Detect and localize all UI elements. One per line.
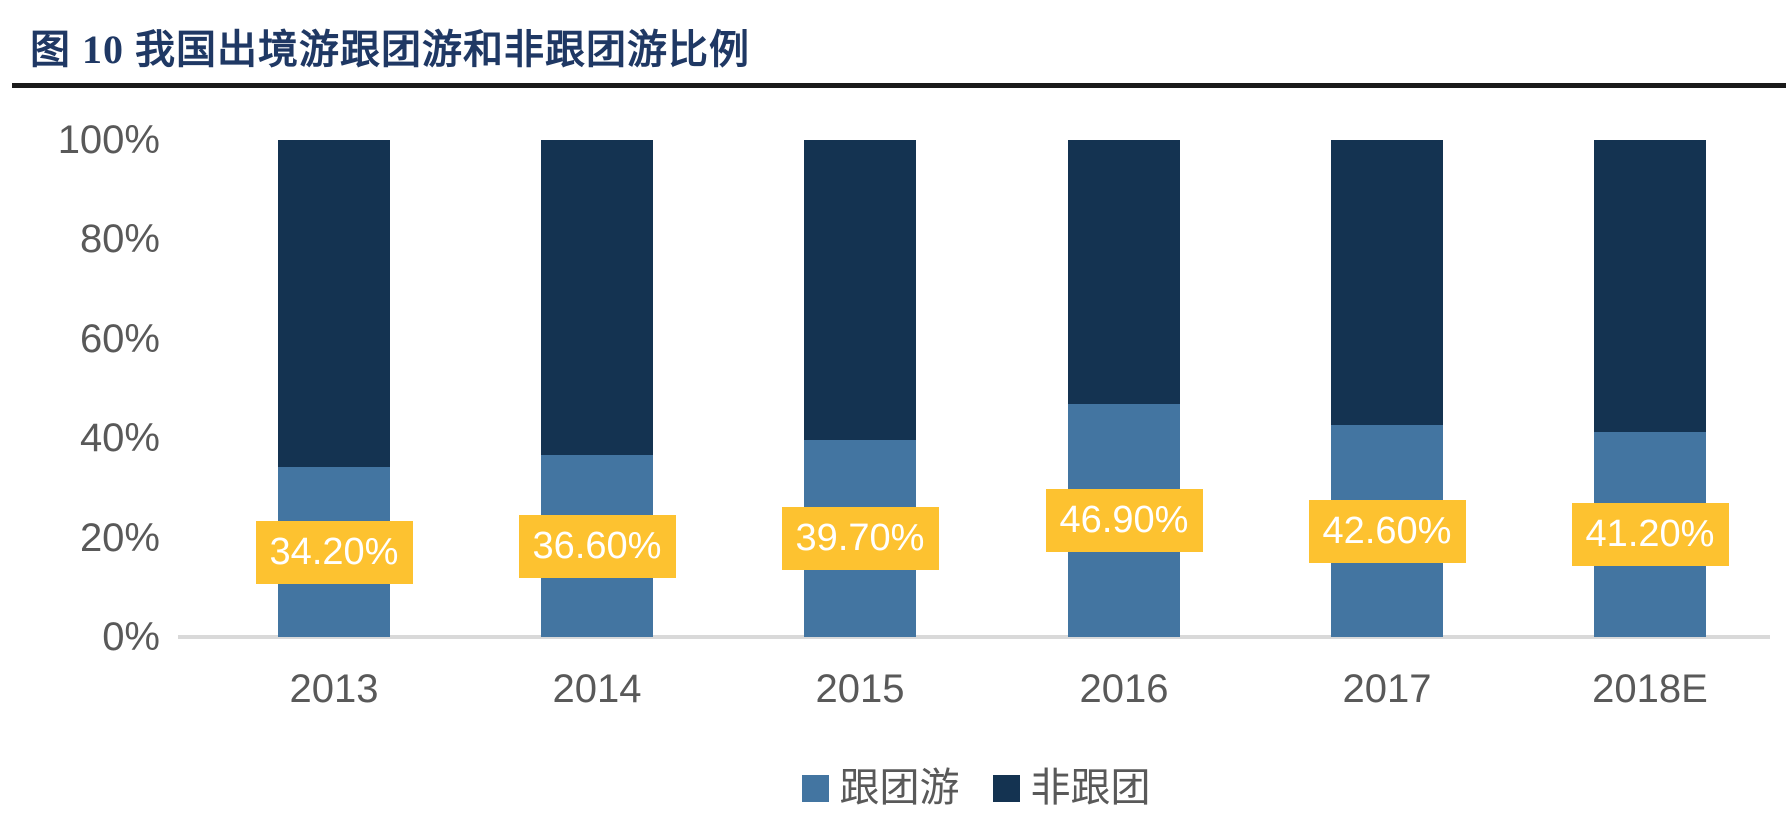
bar-segment-non-group-tour (1594, 140, 1706, 433)
y-tick-label: 40% (79, 416, 160, 461)
legend-item: 非跟团 (992, 765, 1151, 810)
x-tick-label: 2013 (289, 667, 379, 711)
chart-title: 图 10 我国出境游跟团游和非跟团游比例 (30, 27, 750, 72)
data-label: 36.60% (518, 514, 676, 578)
data-label: 39.70% (781, 506, 939, 570)
data-label: 42.60% (1308, 499, 1466, 563)
bar-segment-non-group-tour (1331, 140, 1443, 426)
legend: 跟团游 非跟团 (180, 766, 1772, 810)
bar-segment-non-group-tour (541, 140, 653, 456)
legend-label: 非跟团 (1030, 765, 1151, 810)
x-tick-label: 2015 (815, 667, 905, 711)
y-tick-label: 100% (57, 118, 160, 162)
bar-segment-non-group-tour (1068, 140, 1180, 404)
x-axis-line (178, 635, 1770, 639)
legend-item: 跟团游 (801, 765, 960, 810)
y-tick-label: 20% (79, 515, 160, 560)
y-tick-label: 80% (79, 217, 160, 262)
data-label: 34.20% (255, 520, 413, 584)
data-label: 41.20% (1571, 503, 1729, 567)
bar-segment-non-group-tour (278, 140, 390, 468)
legend-label: 跟团游 (839, 765, 960, 810)
title-underline (12, 83, 1786, 88)
x-tick-label: 2017 (1342, 667, 1432, 711)
data-label: 46.90% (1045, 488, 1203, 552)
x-tick-label: 2016 (1079, 667, 1169, 711)
legend-swatch-icon (801, 774, 829, 802)
y-tick-label: 0% (102, 615, 160, 659)
legend-swatch-icon (992, 774, 1020, 802)
bar-segment-non-group-tour (804, 140, 916, 440)
y-tick-label: 60% (79, 316, 160, 361)
x-tick-label: 2018E (1592, 667, 1708, 711)
x-tick-label: 2014 (552, 667, 642, 711)
